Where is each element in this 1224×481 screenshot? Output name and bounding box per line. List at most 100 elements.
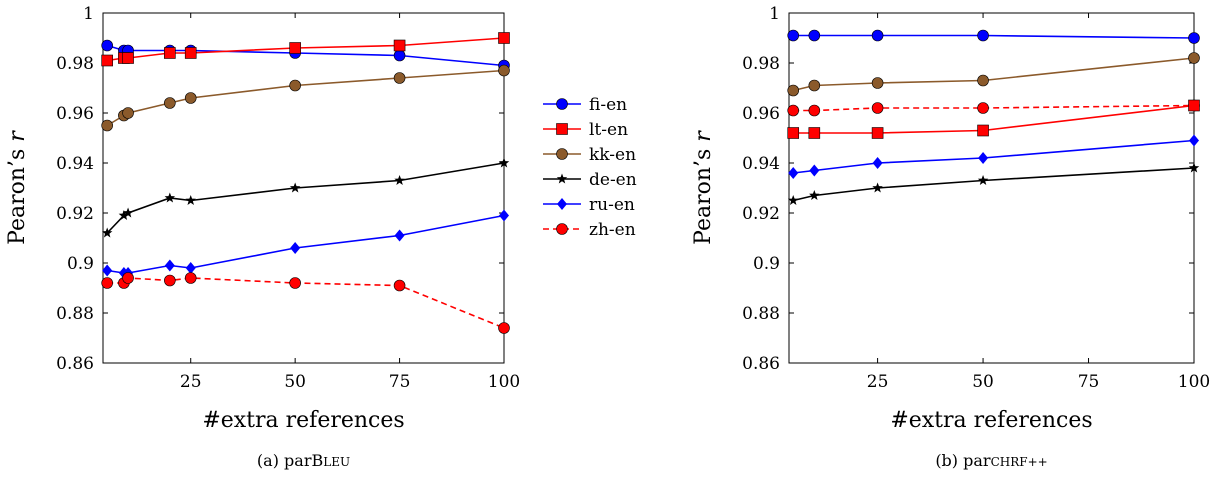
legend-label: lt-en (589, 120, 628, 140)
data-point (394, 229, 405, 242)
data-point (101, 39, 113, 52)
data-point (122, 207, 134, 218)
data-point (393, 49, 406, 62)
data-point (1188, 99, 1200, 112)
data-point (184, 47, 197, 59)
series-fi-en (101, 39, 510, 72)
y-axis-label: Pearon’s r (5, 130, 30, 245)
data-point (101, 277, 113, 289)
series-line (106, 162, 505, 234)
data-point (122, 107, 134, 119)
data-point (498, 64, 510, 77)
legend: fi-en lt-en kk-en de-en ru-en zh-en (543, 95, 637, 240)
y-tick-label: 0.86 (56, 354, 94, 374)
y-tick-label: 0.9 (67, 254, 94, 274)
data-point (871, 127, 884, 139)
legend-marker (556, 173, 568, 184)
series-line (793, 104, 1195, 112)
data-point (1188, 52, 1200, 64)
data-point (122, 52, 134, 64)
chart-parbleu: 0.86 0.88 0.9 0.92 0.94 0.96 0.98 1 25 50 75 100 #ex… (5, 4, 520, 470)
y-tick-label: 0.9 (753, 254, 780, 274)
series-lt-en (101, 32, 510, 67)
y-tick-label: 0.98 (56, 54, 94, 74)
series-zh-en (101, 272, 510, 334)
y-tick-label: 0.94 (742, 154, 780, 174)
data-point (101, 119, 113, 132)
data-point (289, 42, 301, 54)
caption-small-caps: CHRF++ (991, 455, 1048, 469)
data-point (393, 39, 406, 52)
legend-item-fi-en: fi-en (543, 95, 627, 115)
caption-small-caps: LEU (323, 455, 350, 469)
data-point (185, 195, 196, 205)
data-point (184, 92, 197, 104)
y-tick-label: 0.86 (742, 354, 780, 374)
y-axis-label-italic: r (5, 130, 30, 142)
series-b-0 (787, 29, 1200, 44)
x-tick-label: 50 (284, 372, 306, 392)
data-point (118, 210, 130, 220)
y-tick-label: 1 (769, 4, 780, 24)
y-tick-label: 1 (83, 4, 94, 24)
data-point (393, 72, 406, 84)
data-point (1188, 32, 1200, 44)
legend-marker (556, 123, 568, 135)
x-axis-label: #extra references (890, 408, 1092, 433)
y-tick-label: 0.98 (742, 54, 780, 74)
series-b-5 (787, 162, 1200, 205)
data-point (185, 262, 196, 274)
data-point (164, 97, 176, 109)
series-b-1 (787, 52, 1200, 97)
data-point (871, 102, 884, 114)
series-kk-en (101, 64, 510, 132)
series-b-4 (788, 134, 1199, 179)
x-tick-label: 75 (1078, 372, 1100, 392)
y-tick-label: 0.88 (742, 304, 780, 324)
x-tick-label: 75 (389, 372, 411, 392)
x-tick-label: 100 (1178, 372, 1210, 392)
data-point (808, 29, 821, 42)
data-point (393, 279, 406, 292)
legend-item-lt-en: lt-en (543, 120, 628, 140)
data-point (122, 272, 134, 284)
series-line (793, 57, 1195, 92)
legend-marker (556, 148, 568, 160)
data-point (164, 192, 176, 203)
y-tick-label: 0.92 (742, 204, 780, 224)
data-point (787, 104, 800, 117)
series-line (793, 34, 1195, 39)
plot-frame (788, 12, 1195, 364)
legend-label: zh-en (589, 220, 636, 240)
legend-item-kk-en: kk-en (543, 145, 636, 165)
y-tick-label: 0.94 (56, 154, 94, 174)
series-line (793, 139, 1195, 174)
data-point (184, 272, 197, 284)
legend-label: de-en (589, 170, 637, 190)
data-point (498, 32, 510, 44)
data-point (872, 182, 883, 193)
legend-item-ru-en: ru-en (543, 195, 635, 215)
data-point (394, 175, 405, 185)
data-point (871, 77, 884, 89)
legend-label: fi-en (589, 95, 627, 115)
y-axis-label-text: Pearon’s (691, 142, 716, 245)
series-ru-en (102, 209, 509, 279)
data-point (808, 127, 821, 139)
data-point (289, 79, 301, 92)
data-point (102, 264, 113, 277)
legend-label: kk-en (589, 145, 636, 165)
legend-item-zh-en: zh-en (543, 220, 636, 240)
y-axis-label-italic: r (691, 130, 716, 142)
data-point (101, 54, 113, 67)
y-tick-label: 0.88 (56, 304, 94, 324)
data-point (977, 124, 989, 137)
data-point (977, 29, 989, 42)
data-point (787, 84, 800, 97)
series-b-3 (787, 99, 1200, 139)
caption-initial: B (311, 451, 323, 470)
caption-prefix: (a) par (257, 451, 312, 470)
data-point (289, 182, 301, 193)
legend-item-de-en: de-en (543, 170, 637, 190)
